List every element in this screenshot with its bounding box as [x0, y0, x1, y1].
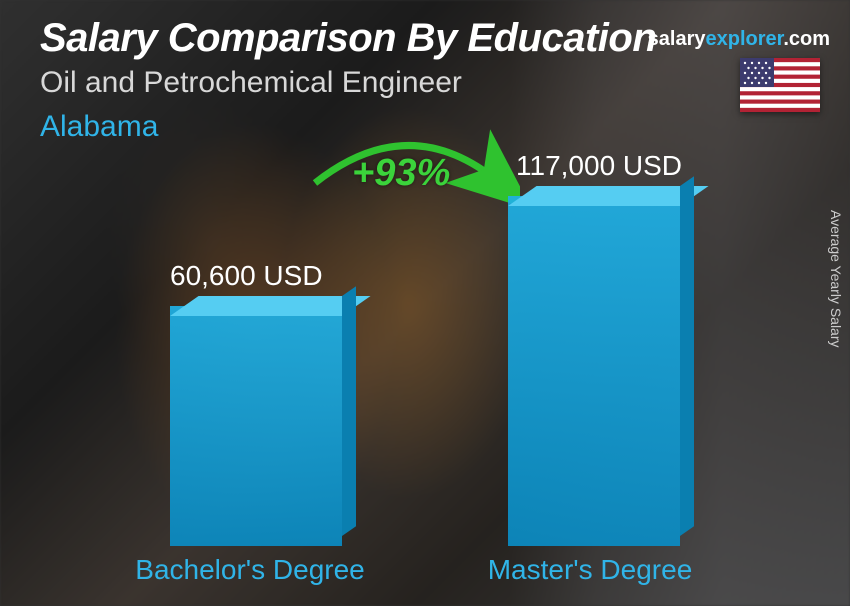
bar-side-face: [680, 176, 694, 536]
y-axis-label: Average Yearly Salary: [828, 210, 844, 348]
us-flag-icon: [740, 58, 820, 112]
bar-category-label: Bachelor's Degree: [120, 554, 380, 586]
page-title: Salary Comparison By Education: [40, 16, 656, 61]
job-title: Oil and Petrochemical Engineer: [40, 66, 462, 100]
bar-side-face: [342, 286, 356, 536]
chart-container: Salary Comparison By Education Oil and P…: [0, 0, 850, 606]
bar-1: [508, 196, 680, 546]
bar-value-label: 117,000 USD: [516, 150, 682, 182]
brand-part2: explorer: [705, 28, 783, 50]
percent-increase-label: +93%: [352, 152, 450, 195]
bar-top-face: [508, 186, 709, 206]
bar-0: [170, 306, 342, 546]
brand-part1: salary: [648, 28, 706, 50]
brand-logo: salaryexplorer.com: [648, 28, 830, 51]
bar-front-face: [508, 196, 680, 546]
location-label: Alabama: [40, 110, 158, 144]
bar-category-label: Master's Degree: [460, 554, 720, 586]
bar-value-label: 60,600 USD: [170, 260, 323, 292]
bar-front-face: [170, 306, 342, 546]
brand-part3: .com: [783, 28, 830, 50]
bar-top-face: [170, 296, 371, 316]
